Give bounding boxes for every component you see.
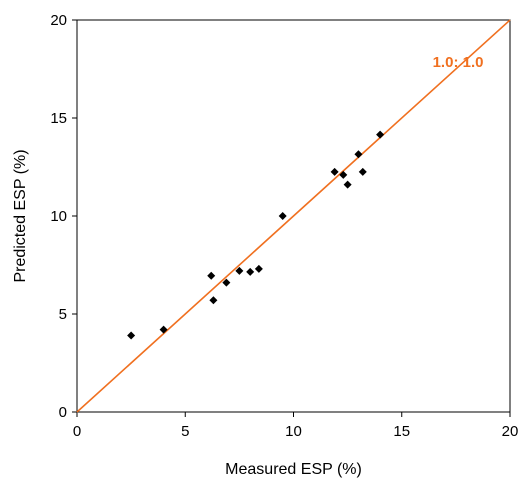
data-point	[207, 271, 216, 280]
x-tick-label: 0	[73, 423, 81, 440]
data-point	[235, 266, 244, 275]
data-point	[254, 264, 263, 273]
data-point	[330, 167, 339, 176]
x-axis-label: Measured ESP (%)	[225, 461, 362, 478]
data-point	[222, 278, 231, 287]
data-point	[339, 170, 348, 179]
axis-ticks: 0 5 10 15 20 0 5 10 15 20	[50, 12, 518, 440]
y-tick-label: 20	[50, 12, 67, 29]
x-tick-label: 5	[181, 423, 189, 440]
data-point	[358, 167, 367, 176]
data-points	[127, 130, 385, 340]
data-point	[127, 331, 136, 340]
reference-line-label: 1.0: 1.0	[433, 54, 484, 71]
data-point	[209, 296, 218, 305]
data-point	[354, 150, 363, 159]
y-tick-label: 15	[50, 110, 67, 127]
x-tick-label: 10	[285, 423, 302, 440]
y-tick-label: 10	[50, 208, 67, 225]
data-point	[376, 130, 385, 139]
x-tick-label: 15	[393, 423, 410, 440]
data-point	[343, 180, 352, 189]
y-tick-label: 0	[59, 404, 67, 421]
data-point	[246, 267, 255, 276]
x-tick-label: 20	[502, 423, 519, 440]
data-point	[159, 325, 168, 334]
data-point	[278, 212, 287, 220]
y-axis-label: Predicted ESP (%)	[12, 149, 29, 282]
y-tick-label: 5	[59, 306, 67, 323]
reference-line-1-to-1	[76, 19, 511, 413]
